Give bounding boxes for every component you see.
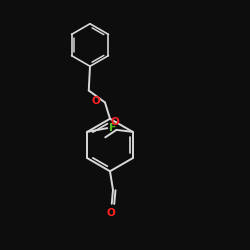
- Text: O: O: [92, 96, 100, 106]
- Text: F: F: [109, 123, 116, 133]
- Text: O: O: [111, 117, 120, 127]
- Text: O: O: [106, 208, 116, 218]
